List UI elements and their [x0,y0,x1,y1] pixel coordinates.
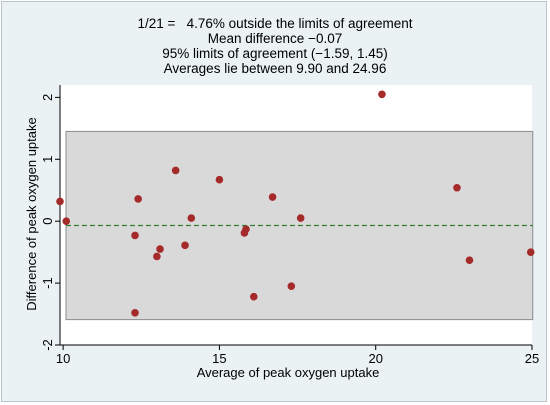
data-point [131,309,139,317]
y-tick-label: -2 [40,339,55,351]
data-point [296,214,305,222]
data-point [187,214,196,222]
title-line-outside-percent: 1/21 = 4.76% outside the limits of agree… [137,16,413,31]
title-line-limits: 95% limits of agreement (−1.59, 1.45) [162,46,388,61]
data-point [171,166,180,175]
y-tick-label: 2 [40,94,55,101]
data-point [153,252,161,261]
data-point [453,183,461,192]
data-point [131,231,139,240]
data-point [268,193,277,201]
data-point [242,225,250,234]
y-tick-label: 0 [40,218,55,225]
y-tick-label: -1 [40,277,55,289]
data-point [465,256,474,264]
data-point [56,197,64,206]
chart-title: 1/21 = 4.76% outside the limits of agree… [0,16,550,76]
data-point [250,292,258,301]
title-line-average-range: Averages lie between 9.90 and 24.96 [163,61,387,76]
data-point [378,90,386,99]
x-axis-title: Average of peak oxygen uptake [197,365,380,380]
x-tick-label: 20 [368,351,382,366]
data-point [181,241,189,250]
x-tick-label: 15 [212,351,226,366]
y-axis-title: Difference of peak oxygen uptake [24,117,39,310]
x-tick-label: 10 [56,351,70,366]
x-tick-label: 25 [525,351,539,366]
title-line-mean-difference: Mean difference −0.07 [207,31,343,46]
data-point [215,175,224,184]
data-point [526,248,535,256]
data-point [156,245,164,253]
data-point [134,195,142,203]
y-tick-label: 1 [40,156,55,163]
data-point [62,217,71,225]
data-point [287,282,296,290]
